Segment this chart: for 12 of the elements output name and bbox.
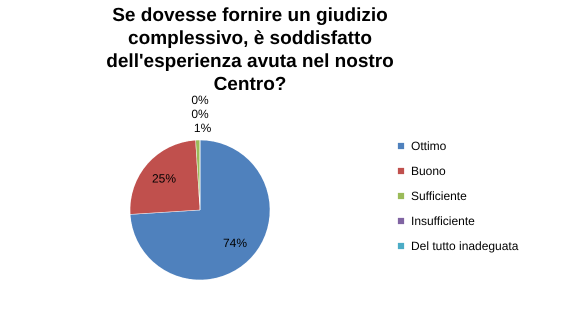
legend-label: Sufficiente [411,189,468,203]
pie-slice [130,140,270,280]
legend-label: Ottimo [411,139,447,153]
chart-title: Se dovesse fornire un giudizio complessivo, è soddisfatto dell'esperienza avuta nel nostro Centro? [106,5,394,95]
data-label: 25% [152,171,176,186]
legend-label: Buono [411,164,446,178]
data-label: 74% [222,236,248,250]
legend-label: Insufficiente [411,214,476,228]
legend-label: Del tutto inadeguata [411,239,519,253]
text: 0% [191,93,209,107]
text: 0% [191,107,209,121]
data-label: 1% [194,121,212,136]
